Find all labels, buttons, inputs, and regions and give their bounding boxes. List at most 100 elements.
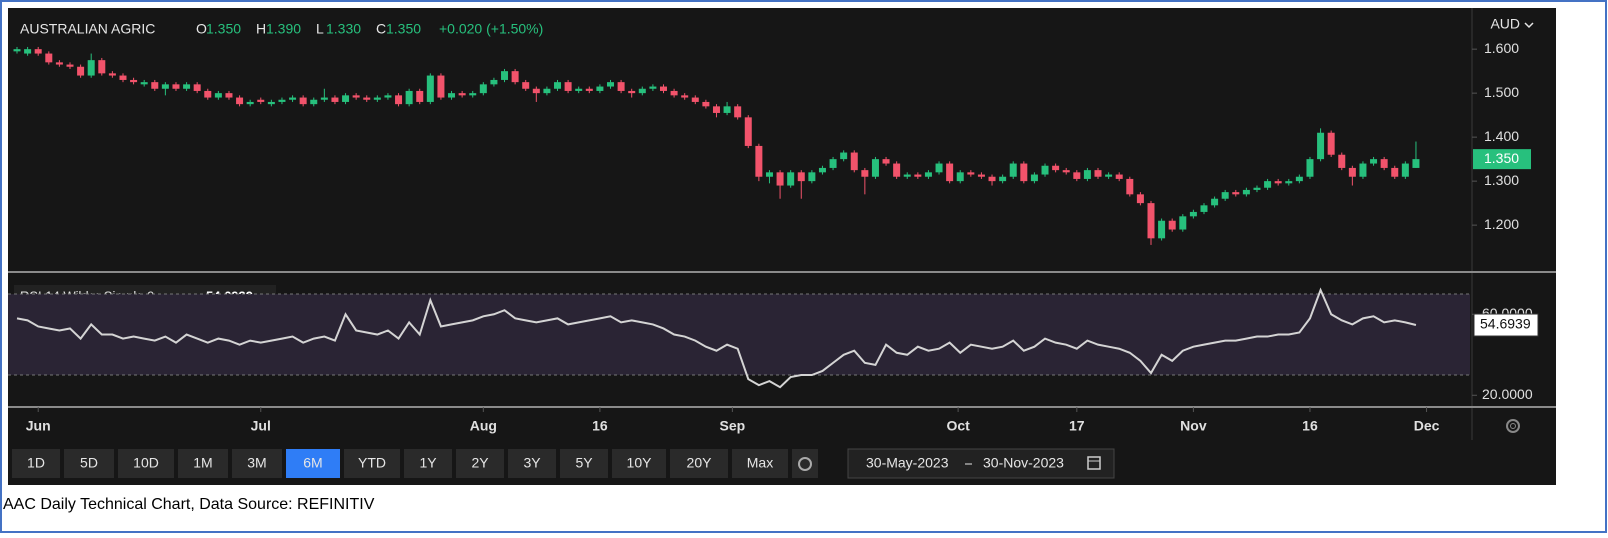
last-price-badge (1473, 149, 1531, 170)
candle-body (723, 106, 731, 113)
candle-body (977, 174, 985, 177)
candle-body (257, 99, 265, 102)
settings-icon[interactable] (1506, 419, 1520, 433)
candle-body (24, 49, 32, 54)
x-tick-label: 16 (592, 418, 608, 434)
range-button[interactable] (232, 449, 282, 478)
toolbar-settings[interactable] (792, 449, 818, 478)
candle-body (1264, 181, 1272, 188)
candle-body (999, 176, 1007, 182)
dropdown-arrow (1524, 22, 1534, 29)
candle-body (585, 88, 593, 91)
candle-body (882, 159, 890, 164)
x-tick-label: Oct (946, 418, 970, 434)
candle-body (1126, 178, 1134, 195)
candle-body (1391, 167, 1399, 177)
candle-body (681, 95, 689, 98)
candle-body (161, 84, 169, 89)
gear-hub (1510, 423, 1516, 429)
candle-body (617, 82, 625, 91)
candle-body (1338, 154, 1346, 168)
range-button[interactable] (118, 449, 174, 478)
candle-body (214, 93, 222, 98)
range-button[interactable] (12, 449, 60, 478)
range-button[interactable] (178, 449, 228, 478)
candle-body (384, 95, 392, 98)
candle-body (511, 71, 519, 83)
candle-body (416, 90, 424, 102)
candle-body (1200, 205, 1208, 212)
candle-body (373, 97, 381, 100)
chart-background (8, 8, 1556, 485)
candle-body (575, 88, 583, 91)
candle-body (1242, 189, 1250, 195)
rsi-badge-label: 54.6939 (1480, 316, 1531, 332)
range-button[interactable] (560, 449, 608, 478)
calendar-icon[interactable] (1087, 456, 1101, 470)
candle-body (1030, 174, 1038, 182)
candle-body (172, 84, 180, 89)
candle-body (352, 95, 360, 98)
candle-body (1009, 163, 1017, 177)
candle-body (1115, 174, 1123, 179)
range-button[interactable] (612, 449, 666, 478)
candle-body (236, 97, 244, 105)
gear (1506, 419, 1520, 433)
range-button[interactable] (508, 449, 556, 478)
range-button-label: 3Y (523, 455, 541, 471)
candle-body (702, 101, 710, 107)
settings-button (792, 449, 818, 478)
candle-body (628, 90, 636, 94)
candle-body (903, 174, 911, 177)
candle-body (893, 163, 901, 177)
range-button-label: YTD (358, 455, 386, 471)
x-tick-label: Sep (720, 418, 746, 434)
candle-body (776, 172, 784, 186)
candle-body (988, 176, 996, 182)
candle-body (829, 159, 837, 168)
candle-body (448, 93, 456, 98)
candle-body (734, 106, 742, 118)
range-button[interactable] (286, 449, 340, 478)
candle-body (554, 82, 562, 89)
x-tick-label: Aug (470, 418, 497, 434)
candle-body (946, 163, 954, 182)
candle-body (1359, 163, 1367, 177)
date-range-box[interactable] (847, 448, 1115, 479)
candle-body (1253, 187, 1261, 190)
range-button-label: 1Y (419, 455, 437, 471)
range-button[interactable] (456, 449, 504, 478)
range-button[interactable] (344, 449, 400, 478)
candle-body (1094, 170, 1102, 177)
range-button[interactable] (404, 449, 452, 478)
range-button[interactable] (732, 449, 788, 478)
currency[interactable]: AUD (1490, 16, 1520, 32)
rsi-badge (1473, 313, 1539, 337)
range-button[interactable] (64, 449, 114, 478)
candle-body (299, 97, 307, 105)
candle-body (1136, 194, 1144, 204)
candle-body (1295, 176, 1303, 182)
candle-body (278, 99, 286, 102)
candle-body (1370, 159, 1378, 164)
y-tick-label: 1.600 (1484, 40, 1519, 56)
candle-body (1232, 192, 1240, 195)
candle-body (469, 93, 477, 96)
x-tick-label: Nov (1180, 418, 1207, 434)
candle-body (914, 174, 922, 177)
candle-body (246, 101, 254, 105)
ohlc-label: L (316, 21, 324, 37)
range-button[interactable] (670, 449, 728, 478)
candle-body (1105, 174, 1113, 177)
candle-body (808, 172, 816, 182)
candle-body (649, 86, 657, 89)
range-button-label: 1M (193, 455, 212, 471)
candle-body (331, 97, 339, 102)
candle-body (501, 71, 509, 80)
rsi-band (8, 294, 1470, 376)
x-tick-label: Jun (26, 418, 51, 434)
candle-body (787, 172, 795, 186)
range-button-label: 1D (27, 455, 45, 471)
